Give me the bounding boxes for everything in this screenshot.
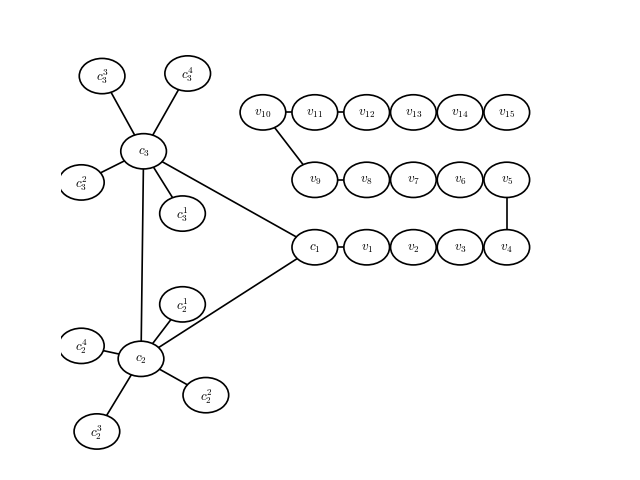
Text: $v_2$: $v_2$ xyxy=(407,241,420,254)
Ellipse shape xyxy=(292,96,338,131)
Text: $v_{11}$: $v_{11}$ xyxy=(307,107,323,120)
Text: $v_5$: $v_5$ xyxy=(500,174,513,187)
Ellipse shape xyxy=(74,414,120,449)
Text: $v_{10}$: $v_{10}$ xyxy=(254,107,271,120)
Ellipse shape xyxy=(390,96,436,131)
Ellipse shape xyxy=(344,96,390,131)
Ellipse shape xyxy=(484,96,530,131)
Ellipse shape xyxy=(160,196,205,232)
Ellipse shape xyxy=(484,163,530,198)
Ellipse shape xyxy=(79,60,125,95)
Text: $v_6$: $v_6$ xyxy=(454,174,467,187)
Text: $c_3$: $c_3$ xyxy=(138,145,150,158)
Ellipse shape xyxy=(160,287,205,323)
Text: $v_{15}$: $v_{15}$ xyxy=(499,107,515,120)
Text: $c_1$: $c_1$ xyxy=(309,241,321,254)
Text: $c_3^1$: $c_3^1$ xyxy=(176,205,189,224)
Text: $v_9$: $v_9$ xyxy=(308,174,321,187)
Ellipse shape xyxy=(240,96,285,131)
Ellipse shape xyxy=(183,378,228,413)
Text: $c_2^1$: $c_2^1$ xyxy=(176,295,189,314)
Ellipse shape xyxy=(165,57,211,92)
Ellipse shape xyxy=(390,163,436,198)
Text: $c_2^4$: $c_2^4$ xyxy=(75,337,88,356)
Text: $c_2^3$: $c_2^3$ xyxy=(90,422,103,441)
Ellipse shape xyxy=(344,230,390,265)
Text: $v_1$: $v_1$ xyxy=(360,241,373,254)
Ellipse shape xyxy=(390,230,436,265)
Ellipse shape xyxy=(292,230,338,265)
Text: $v_{14}$: $v_{14}$ xyxy=(451,107,468,120)
Ellipse shape xyxy=(437,96,483,131)
Ellipse shape xyxy=(58,166,104,201)
Text: $c_3^3$: $c_3^3$ xyxy=(96,68,109,86)
Text: $v_7$: $v_7$ xyxy=(407,174,420,187)
Text: $c_2$: $c_2$ xyxy=(135,353,147,366)
Text: $v_4$: $v_4$ xyxy=(500,241,513,254)
Ellipse shape xyxy=(484,230,530,265)
Text: $c_2^2$: $c_2^2$ xyxy=(200,386,212,405)
Ellipse shape xyxy=(437,163,483,198)
Text: $v_3$: $v_3$ xyxy=(454,241,467,254)
Text: $v_{12}$: $v_{12}$ xyxy=(358,107,375,120)
Text: $v_8$: $v_8$ xyxy=(360,174,373,187)
Ellipse shape xyxy=(118,341,164,377)
Ellipse shape xyxy=(292,163,338,198)
Text: $v_{13}$: $v_{13}$ xyxy=(404,107,422,120)
Text: $c_3^2$: $c_3^2$ xyxy=(75,174,88,192)
Ellipse shape xyxy=(437,230,483,265)
Ellipse shape xyxy=(344,163,390,198)
Ellipse shape xyxy=(121,134,166,169)
Ellipse shape xyxy=(58,328,104,364)
Text: $c_3^4$: $c_3^4$ xyxy=(181,65,194,84)
